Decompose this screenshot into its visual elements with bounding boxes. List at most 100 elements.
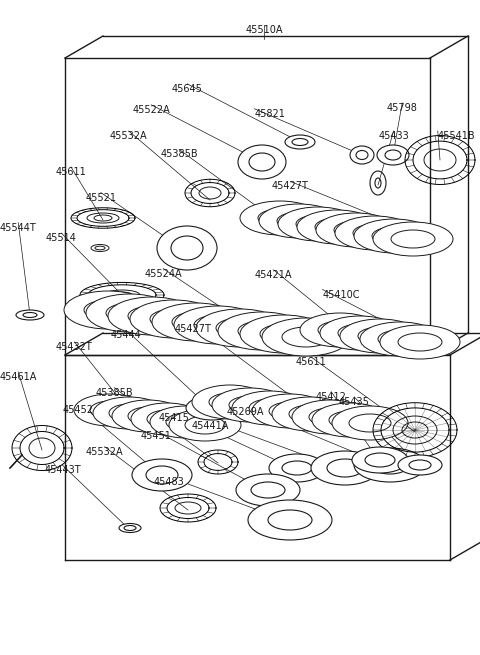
Ellipse shape (95, 246, 105, 250)
Ellipse shape (109, 404, 149, 422)
Ellipse shape (380, 325, 460, 359)
Text: 45427T: 45427T (272, 181, 309, 191)
Ellipse shape (238, 321, 286, 341)
Text: 45821: 45821 (254, 109, 285, 119)
Text: 45269A: 45269A (227, 407, 264, 417)
Ellipse shape (150, 406, 222, 438)
Ellipse shape (318, 321, 362, 339)
Ellipse shape (172, 312, 220, 332)
Ellipse shape (398, 455, 442, 475)
Text: 45524A: 45524A (144, 269, 182, 278)
Ellipse shape (272, 397, 348, 431)
Ellipse shape (192, 385, 268, 419)
Text: 45415: 45415 (158, 413, 189, 422)
Ellipse shape (268, 510, 312, 530)
Ellipse shape (236, 474, 300, 506)
Ellipse shape (385, 150, 401, 160)
Text: 45645: 45645 (172, 84, 203, 94)
Ellipse shape (329, 411, 371, 429)
Ellipse shape (320, 316, 400, 350)
Ellipse shape (132, 459, 192, 491)
Ellipse shape (365, 453, 395, 467)
Ellipse shape (292, 400, 368, 434)
Ellipse shape (335, 216, 415, 250)
Ellipse shape (238, 145, 286, 179)
Text: 45412: 45412 (316, 392, 347, 402)
Ellipse shape (240, 315, 328, 353)
Ellipse shape (356, 151, 368, 160)
Text: 45433: 45433 (378, 131, 409, 141)
Ellipse shape (378, 330, 422, 348)
Text: 45541B: 45541B (438, 131, 475, 141)
Ellipse shape (106, 303, 154, 323)
Text: 45443T: 45443T (44, 465, 81, 475)
Ellipse shape (262, 318, 350, 356)
Ellipse shape (312, 403, 388, 437)
Text: 45432T: 45432T (56, 342, 93, 352)
Ellipse shape (260, 324, 308, 344)
Ellipse shape (130, 300, 218, 338)
Ellipse shape (90, 401, 130, 419)
Text: 45444: 45444 (111, 330, 142, 340)
Ellipse shape (146, 466, 178, 484)
Text: 45532A: 45532A (86, 447, 123, 457)
Ellipse shape (186, 396, 238, 420)
Text: 45452: 45452 (62, 405, 93, 415)
Ellipse shape (371, 456, 409, 474)
Ellipse shape (311, 451, 379, 485)
Text: 45544T: 45544T (0, 223, 36, 233)
Ellipse shape (352, 447, 408, 473)
Ellipse shape (209, 393, 251, 411)
Text: 45451: 45451 (141, 431, 171, 441)
Ellipse shape (309, 408, 351, 426)
Ellipse shape (232, 391, 308, 425)
Ellipse shape (289, 405, 331, 423)
Ellipse shape (360, 322, 440, 356)
Ellipse shape (150, 309, 198, 329)
Ellipse shape (147, 410, 187, 428)
Ellipse shape (249, 399, 291, 417)
Text: 45435: 45435 (339, 397, 370, 407)
Ellipse shape (358, 327, 402, 345)
Ellipse shape (216, 318, 264, 338)
Ellipse shape (152, 303, 240, 341)
Text: 45441A: 45441A (192, 421, 229, 430)
Ellipse shape (377, 145, 409, 165)
Ellipse shape (338, 324, 382, 342)
Text: 45521: 45521 (85, 193, 116, 202)
Text: 45385B: 45385B (96, 388, 133, 398)
Ellipse shape (316, 213, 396, 247)
Text: 45421A: 45421A (255, 270, 292, 280)
Ellipse shape (174, 306, 262, 344)
Text: 45483: 45483 (154, 477, 184, 487)
Text: 45611: 45611 (56, 167, 86, 177)
Ellipse shape (296, 215, 340, 233)
Text: 45385B: 45385B (160, 149, 198, 159)
Ellipse shape (198, 402, 226, 414)
Ellipse shape (229, 396, 271, 414)
Ellipse shape (16, 310, 44, 320)
Ellipse shape (350, 146, 374, 164)
Ellipse shape (128, 407, 168, 425)
Ellipse shape (23, 312, 37, 318)
Ellipse shape (334, 221, 378, 239)
Ellipse shape (353, 224, 397, 242)
Text: 45427T: 45427T (175, 324, 212, 333)
Ellipse shape (259, 204, 339, 238)
Ellipse shape (93, 397, 165, 429)
Ellipse shape (194, 315, 242, 335)
Ellipse shape (112, 400, 184, 432)
Text: 45798: 45798 (387, 103, 418, 113)
Ellipse shape (91, 244, 109, 252)
Ellipse shape (119, 523, 141, 533)
Text: 45522A: 45522A (132, 105, 170, 115)
Ellipse shape (340, 319, 420, 353)
Text: 45510A: 45510A (245, 25, 283, 35)
Ellipse shape (269, 402, 311, 420)
Ellipse shape (354, 219, 434, 253)
Ellipse shape (84, 300, 132, 320)
Ellipse shape (185, 416, 225, 434)
Ellipse shape (315, 218, 359, 236)
Ellipse shape (169, 409, 241, 441)
Ellipse shape (277, 212, 321, 230)
